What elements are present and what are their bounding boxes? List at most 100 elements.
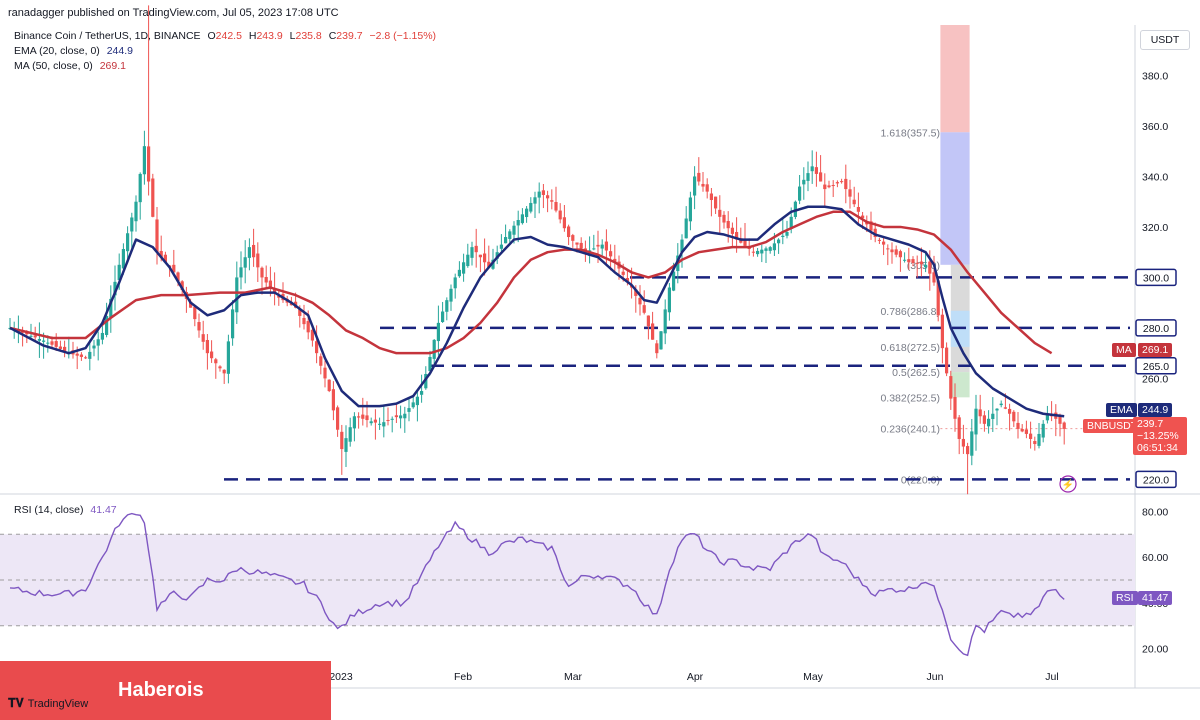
candle-body (810, 166, 814, 172)
candle-body (882, 241, 886, 245)
ema-legend[interactable]: EMA (20, close, 0) 244.9 (14, 45, 133, 57)
candle-body (33, 335, 37, 338)
fib-shade-green (950, 372, 970, 398)
candle-body (369, 421, 373, 424)
candle-body (331, 389, 335, 411)
candle-body (243, 257, 247, 268)
candle-body (802, 179, 806, 185)
rsi-price-tag: 41.47 (1138, 591, 1173, 605)
fib-label-3: 0.5(262.5) (892, 367, 940, 379)
candle-body (1041, 423, 1045, 438)
ticker-price-box: 239.7 −13.25% 06:51:34 (1133, 417, 1187, 455)
candle-body (982, 415, 986, 424)
candle-body (1058, 415, 1062, 424)
candle-body (953, 397, 957, 419)
candle-body (138, 173, 142, 203)
ma-legend[interactable]: MA (50, close, 0) 269.1 (14, 60, 126, 72)
candle-body (533, 197, 537, 204)
time-tick-Apr: Apr (687, 671, 704, 683)
open-value: 242.5 (215, 30, 242, 42)
candle-body (130, 217, 134, 232)
candle-body (541, 190, 545, 195)
candle-body (21, 331, 25, 333)
candle-body (714, 196, 718, 209)
currency-button[interactable]: USDT (1140, 30, 1190, 50)
candle-body (499, 244, 503, 249)
candle-body (688, 197, 692, 222)
candle-body (928, 261, 932, 274)
candle-body (592, 248, 596, 250)
candle-body (987, 418, 991, 427)
candle-body (415, 396, 419, 406)
candle-body (117, 264, 121, 280)
candle-body (575, 242, 579, 245)
candle-body (84, 357, 88, 359)
candle-body (777, 239, 781, 244)
candle-body (638, 297, 642, 305)
candle-body (726, 220, 730, 229)
candle-body (180, 281, 184, 291)
candle-body (163, 254, 167, 263)
ticker-countdown: 06:51:34 (1137, 442, 1178, 454)
candle-body (945, 347, 949, 374)
candle-body (428, 356, 432, 372)
candle-body (877, 239, 881, 241)
ma-price-tag: 269.1 (1138, 343, 1173, 357)
candle-body (159, 250, 163, 258)
candle-body (348, 427, 352, 442)
rsi-tick-60.00: 60.00 (1142, 552, 1168, 564)
candle-body (663, 309, 667, 334)
candle-body (277, 295, 281, 298)
ticker-change: −13.25% (1137, 430, 1179, 442)
candle-body (814, 167, 818, 174)
symbol-legend: Binance Coin / TetherUS, 1D, BINANCE O24… (14, 30, 437, 42)
candle-body (1012, 411, 1016, 422)
candle-body (529, 202, 533, 212)
candle-body (113, 281, 117, 296)
candle-body (151, 178, 155, 217)
candle-body (466, 254, 470, 267)
candle-body (894, 249, 898, 255)
candle-body (63, 346, 67, 352)
support-tag-220.0: 220.0 (1143, 474, 1169, 486)
candle-body (743, 240, 747, 246)
candle-body (109, 298, 113, 318)
candle-body (1020, 428, 1024, 432)
rsi-legend[interactable]: RSI (14, close) 41.47 (14, 504, 117, 516)
candle-body (323, 367, 327, 379)
candle-body (789, 216, 793, 229)
candle-body (924, 264, 928, 268)
tradingview-logo[interactable]: 𝐓𝐕 TradingView (8, 696, 88, 711)
candle-body (949, 376, 953, 399)
candle-body (709, 193, 713, 201)
candle-body (407, 408, 411, 412)
candle-body (470, 247, 474, 258)
price-tick-320.0: 320.0 (1142, 222, 1168, 234)
candle-body (373, 419, 377, 423)
ema-legend-label: EMA (20, close, 0) (14, 45, 100, 57)
close-value: 239.7 (336, 30, 363, 42)
candle-body (147, 146, 151, 182)
candle-body (659, 331, 663, 350)
candle-body (609, 251, 613, 257)
fib-label-5: 0.236(240.1) (880, 424, 940, 436)
candle-body (835, 182, 839, 184)
candle-body (844, 178, 848, 190)
candle-body (449, 288, 453, 302)
fib-label-6: 0(220.0) (901, 474, 940, 486)
candle-body (613, 258, 617, 263)
candle-body (693, 176, 697, 196)
candle-body (1037, 433, 1041, 446)
low-value: 235.8 (295, 30, 322, 42)
time-tick-2023: 2023 (329, 671, 353, 683)
candle-body (1033, 440, 1037, 445)
fib-label-4: 0.382(252.5) (880, 392, 940, 404)
candle-body (441, 311, 445, 323)
candle-body (260, 267, 264, 278)
candle-body (310, 329, 314, 341)
candle-body (96, 339, 100, 346)
candle-body (50, 341, 54, 345)
candle-body (1003, 407, 1007, 409)
candle-body (701, 183, 705, 187)
